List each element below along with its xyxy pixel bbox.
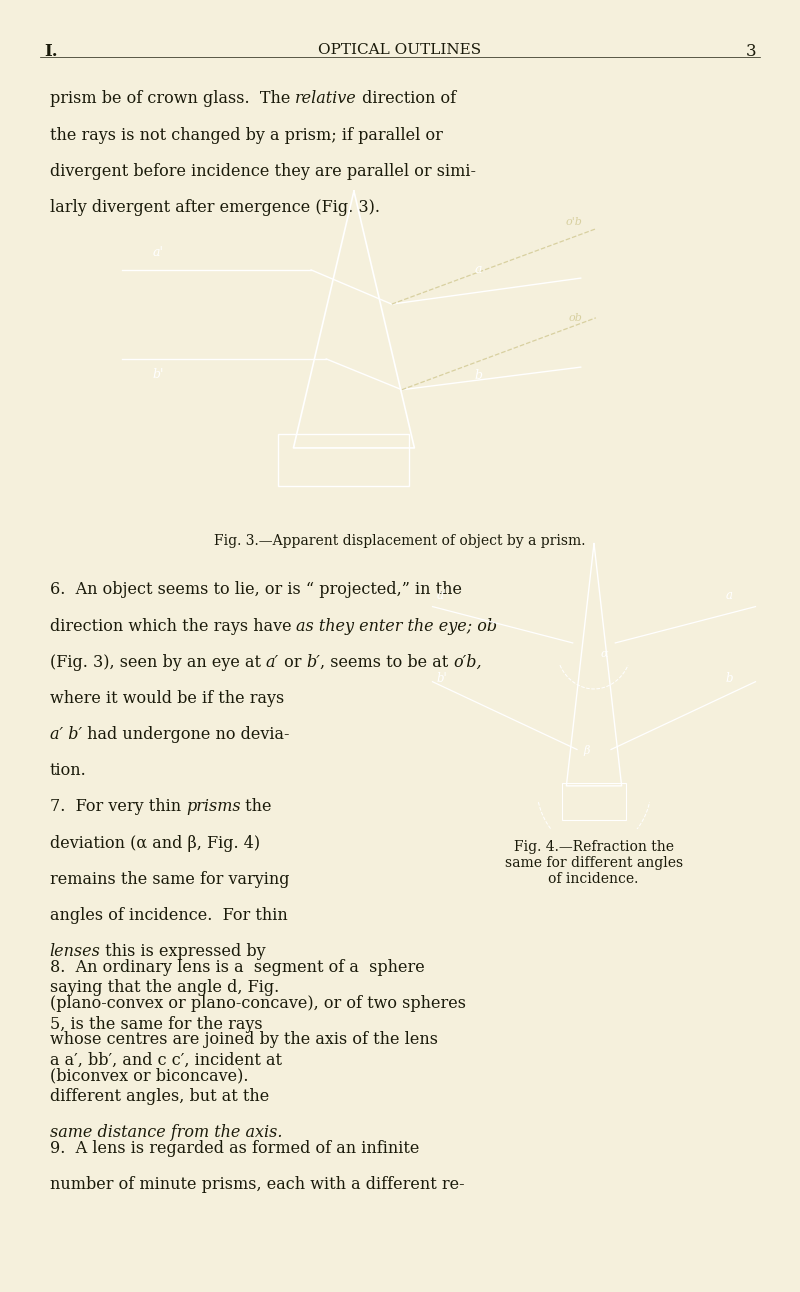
Text: divergent before incidence they are parallel or simi-: divergent before incidence they are para…	[50, 163, 475, 180]
Text: larly divergent after emergence (Fig. 3).: larly divergent after emergence (Fig. 3)…	[50, 199, 380, 216]
Text: o'b: o'b	[566, 217, 582, 227]
Text: number of minute prisms, each with a different re-: number of minute prisms, each with a dif…	[50, 1176, 464, 1193]
Text: the rays is not changed by a prism; if parallel or: the rays is not changed by a prism; if p…	[50, 127, 442, 143]
Text: Fig. 3.—Apparent displacement of object by a prism.: Fig. 3.—Apparent displacement of object …	[214, 534, 586, 548]
Text: , seems to be at: , seems to be at	[320, 654, 454, 671]
Text: angles of incidence.  For thin: angles of incidence. For thin	[50, 907, 287, 924]
Text: a: a	[726, 589, 733, 602]
Text: prism be of crown glass.  The: prism be of crown glass. The	[50, 90, 295, 107]
Text: saying that the angle d, Fig.: saying that the angle d, Fig.	[50, 979, 279, 996]
Text: this is expressed by: this is expressed by	[101, 943, 266, 960]
Text: (biconvex or biconcave).: (biconvex or biconcave).	[50, 1067, 248, 1084]
Bar	[562, 783, 626, 819]
Text: b: b	[475, 370, 483, 382]
Text: Fig. 4.—Refraction the
same for different angles
of incidence.: Fig. 4.—Refraction the same for differen…	[505, 840, 682, 886]
Text: b': b'	[437, 672, 447, 685]
Text: 7.  For very thin: 7. For very thin	[50, 798, 186, 815]
Text: b': b'	[152, 368, 164, 381]
Text: a a′, bb′, and c c′, incident at: a a′, bb′, and c c′, incident at	[50, 1052, 282, 1068]
Text: different angles, but at the: different angles, but at the	[50, 1088, 269, 1105]
Text: 3: 3	[746, 43, 756, 59]
Text: whose centres are joined by the axis of the lens: whose centres are joined by the axis of …	[50, 1031, 438, 1048]
Text: a': a'	[437, 589, 447, 602]
Text: lenses: lenses	[50, 943, 101, 960]
Text: or: or	[279, 654, 306, 671]
Text: tion.: tion.	[50, 762, 86, 779]
Text: o′b,: o′b,	[454, 654, 482, 671]
Text: relative: relative	[295, 90, 357, 107]
Text: same distance from the axis.: same distance from the axis.	[50, 1124, 282, 1141]
Text: direction of: direction of	[357, 90, 456, 107]
Text: OPTICAL OUTLINES: OPTICAL OUTLINES	[318, 43, 482, 57]
Text: (Fig. 3), seen by an eye at: (Fig. 3), seen by an eye at	[50, 654, 266, 671]
Text: direction which the rays have: direction which the rays have	[50, 618, 296, 634]
Text: a': a'	[152, 247, 163, 260]
Text: b′: b′	[306, 654, 320, 671]
Text: (plano-convex or plano-concave), or of two spheres: (plano-convex or plano-concave), or of t…	[50, 995, 466, 1012]
Text: 6.  An object seems to lie, or is “ projected,” in the: 6. An object seems to lie, or is “ proje…	[50, 581, 462, 598]
Text: deviation (α and β, Fig. 4): deviation (α and β, Fig. 4)	[50, 835, 260, 851]
Text: ob: ob	[568, 313, 582, 323]
Text: β: β	[583, 745, 590, 756]
Text: 8.  An ordinary lens is a  segment of a  sphere: 8. An ordinary lens is a segment of a sp…	[50, 959, 424, 975]
Text: where it would be if the rays: where it would be if the rays	[50, 690, 284, 707]
Text: a: a	[475, 264, 482, 276]
Text: prisms: prisms	[186, 798, 241, 815]
Text: α: α	[600, 650, 608, 659]
Text: remains the same for varying: remains the same for varying	[50, 871, 289, 888]
Text: 9.  A lens is regarded as formed of an infinite: 9. A lens is regarded as formed of an in…	[50, 1140, 419, 1156]
Text: I.: I.	[44, 43, 58, 59]
Text: a′ b′: a′ b′	[50, 726, 82, 743]
Bar	[278, 434, 410, 486]
Text: as they enter the eye; ob: as they enter the eye; ob	[296, 618, 498, 634]
Text: had undergone no devia-: had undergone no devia-	[82, 726, 290, 743]
Text: 5, is the same for the rays: 5, is the same for the rays	[50, 1016, 262, 1032]
Text: a′: a′	[266, 654, 279, 671]
Text: b: b	[726, 672, 734, 685]
Text: the: the	[241, 798, 272, 815]
